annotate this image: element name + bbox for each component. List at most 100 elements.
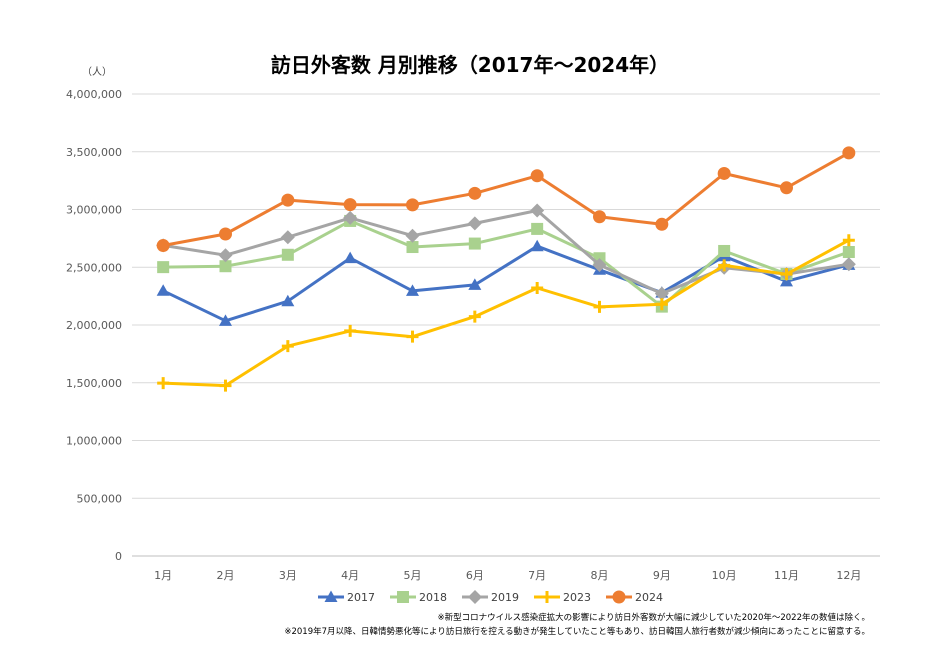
footnote-2: ※2019年7月以降、日韓情勢悪化等により訪日旅行を控える動きが発生していたこと… bbox=[284, 626, 870, 637]
series-line-2017 bbox=[162, 244, 850, 323]
y-tick-label: 2,500,000 bbox=[66, 261, 122, 274]
legend-marker bbox=[468, 590, 482, 604]
y-tick-label: 3,000,000 bbox=[66, 204, 122, 217]
x-tick-label: 1月 bbox=[154, 569, 172, 582]
x-tick-label: 8月 bbox=[591, 569, 609, 582]
data-point-2018 bbox=[718, 244, 731, 257]
data-point-2017 bbox=[343, 251, 357, 264]
data-point-2023 bbox=[281, 340, 294, 353]
data-point-2019 bbox=[405, 228, 420, 243]
data-point-2023 bbox=[219, 379, 232, 392]
data-point-2017 bbox=[219, 314, 232, 326]
legend-marker bbox=[541, 591, 553, 603]
data-point-2017 bbox=[406, 284, 419, 296]
data-point-2017 bbox=[281, 294, 295, 307]
x-tick-label: 11月 bbox=[774, 569, 799, 582]
y-tick-label: 1,500,000 bbox=[66, 377, 122, 390]
data-point-2017 bbox=[156, 284, 170, 296]
data-point-2018 bbox=[281, 248, 294, 261]
x-tick-label: 3月 bbox=[279, 569, 297, 582]
chart-title: 訪日外客数 月別推移（2017年〜2024年） bbox=[271, 53, 669, 77]
legend-label: 2017 bbox=[347, 591, 375, 604]
data-point-2023 bbox=[842, 234, 855, 247]
y-axis-tick-labels: 0 500,000 1,000,000 1,500,000 2,000,000 2,500… bbox=[66, 88, 122, 563]
data-point-2018 bbox=[531, 222, 544, 235]
data-point-2023 bbox=[531, 282, 544, 295]
legend-item-2024: 2024 bbox=[606, 590, 663, 604]
data-point-2023 bbox=[655, 298, 668, 311]
data-point-2024 bbox=[655, 217, 669, 231]
legend-item-2017: 2017 bbox=[318, 590, 375, 604]
data-point-2018 bbox=[219, 260, 232, 273]
data-point-2019 bbox=[530, 203, 545, 218]
series-line-2019 bbox=[162, 209, 850, 296]
legend-label: 2024 bbox=[635, 591, 663, 604]
legend-label: 2023 bbox=[563, 591, 591, 604]
y-axis-unit-label: （人） bbox=[82, 66, 112, 78]
y-tick-label: 4,000,000 bbox=[66, 88, 122, 101]
data-point-2019 bbox=[841, 257, 856, 272]
x-tick-label: 12月 bbox=[836, 569, 861, 582]
series-2017 bbox=[156, 239, 856, 326]
legend: 2017 2018 2019 2023 2024 bbox=[318, 590, 663, 604]
data-point-2024 bbox=[281, 193, 295, 207]
series-line-2018 bbox=[163, 219, 850, 309]
data-point-2023 bbox=[780, 268, 793, 281]
x-tick-label: 4月 bbox=[341, 569, 359, 582]
data-point-2019 bbox=[592, 257, 607, 272]
y-tick-label: 2,000,000 bbox=[66, 319, 122, 332]
legend-item-2023: 2023 bbox=[534, 591, 591, 604]
x-tick-label: 10月 bbox=[712, 569, 737, 582]
legend-marker bbox=[612, 590, 626, 604]
y-tick-label: 0 bbox=[115, 550, 122, 563]
x-tick-label: 5月 bbox=[404, 569, 422, 582]
x-axis-tick-labels: 1月 2月 3月 4月 5月 6月 7月 8月 9月 10月 11月 12月 bbox=[154, 569, 861, 582]
legend-label: 2019 bbox=[491, 591, 519, 604]
x-tick-label: 6月 bbox=[466, 569, 484, 582]
series-lines bbox=[156, 146, 856, 392]
series-2018 bbox=[157, 214, 855, 313]
data-point-2023 bbox=[157, 377, 170, 390]
data-point-2024 bbox=[717, 166, 731, 180]
y-tick-label: 3,500,000 bbox=[66, 146, 122, 159]
data-point-2024 bbox=[530, 169, 544, 183]
data-point-2019 bbox=[218, 248, 233, 263]
data-point-2024 bbox=[156, 239, 170, 253]
data-point-2019 bbox=[467, 216, 482, 231]
data-point-2024 bbox=[780, 181, 793, 195]
data-point-2018 bbox=[842, 246, 855, 259]
data-point-2018 bbox=[157, 261, 170, 274]
legend-marker bbox=[324, 590, 338, 602]
data-point-2024 bbox=[842, 146, 856, 160]
series-2019 bbox=[156, 203, 856, 301]
series-line-2023 bbox=[163, 238, 850, 388]
data-point-2018 bbox=[406, 241, 419, 254]
data-point-2017 bbox=[468, 278, 482, 290]
data-point-2023 bbox=[344, 324, 357, 337]
legend-item-2018: 2018 bbox=[390, 591, 447, 604]
x-tick-label: 9月 bbox=[653, 569, 671, 582]
data-point-2019 bbox=[280, 230, 295, 245]
data-point-2018 bbox=[468, 237, 481, 250]
y-tick-label: 500,000 bbox=[77, 492, 123, 505]
x-tick-label: 7月 bbox=[528, 569, 546, 582]
data-point-2024 bbox=[468, 186, 482, 200]
footnote-1: ※新型コロナウイルス感染症拡大の影響により訪日外客数が大幅に減少していた2020… bbox=[438, 612, 870, 623]
data-point-2024 bbox=[406, 198, 419, 212]
data-point-2017 bbox=[530, 239, 544, 252]
x-tick-label: 2月 bbox=[217, 569, 235, 582]
legend-marker bbox=[397, 591, 409, 603]
data-point-2023 bbox=[593, 300, 606, 313]
series-2023 bbox=[157, 234, 855, 392]
data-point-2019 bbox=[343, 210, 358, 225]
y-tick-label: 1,000,000 bbox=[66, 435, 122, 448]
legend-item-2019: 2019 bbox=[462, 590, 519, 604]
data-point-2024 bbox=[343, 198, 357, 212]
data-point-2019 bbox=[654, 286, 669, 301]
data-point-2023 bbox=[718, 259, 731, 272]
data-point-2023 bbox=[406, 330, 419, 343]
legend-label: 2018 bbox=[419, 591, 447, 604]
data-point-2023 bbox=[468, 310, 481, 323]
data-point-2024 bbox=[219, 227, 232, 241]
